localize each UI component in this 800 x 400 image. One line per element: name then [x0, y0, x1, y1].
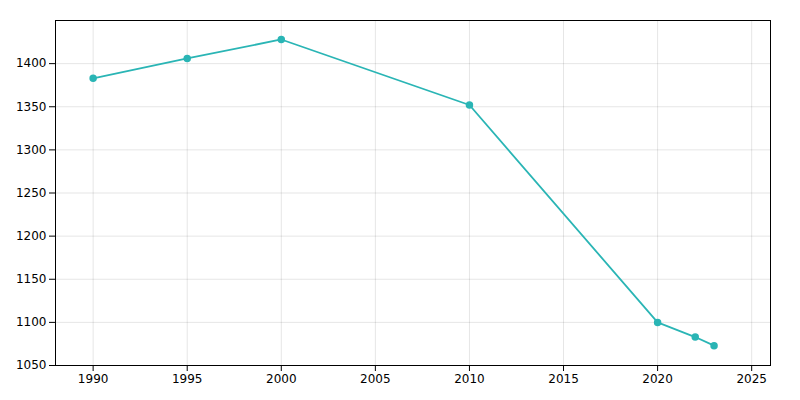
- svg-text:1990: 1990: [78, 372, 109, 386]
- svg-text:2020: 2020: [642, 372, 673, 386]
- svg-text:2000: 2000: [266, 372, 297, 386]
- svg-text:1995: 1995: [172, 372, 203, 386]
- svg-text:2025: 2025: [736, 372, 767, 386]
- svg-text:1300: 1300: [16, 143, 47, 157]
- svg-text:2005: 2005: [360, 372, 391, 386]
- svg-text:1100: 1100: [16, 315, 47, 329]
- svg-text:1050: 1050: [16, 358, 47, 372]
- svg-text:1400: 1400: [16, 56, 47, 70]
- svg-text:2015: 2015: [548, 372, 579, 386]
- svg-text:2010: 2010: [454, 372, 485, 386]
- svg-text:1150: 1150: [16, 272, 47, 286]
- svg-text:1200: 1200: [16, 229, 47, 243]
- svg-text:1350: 1350: [16, 100, 47, 114]
- svg-text:1250: 1250: [16, 186, 47, 200]
